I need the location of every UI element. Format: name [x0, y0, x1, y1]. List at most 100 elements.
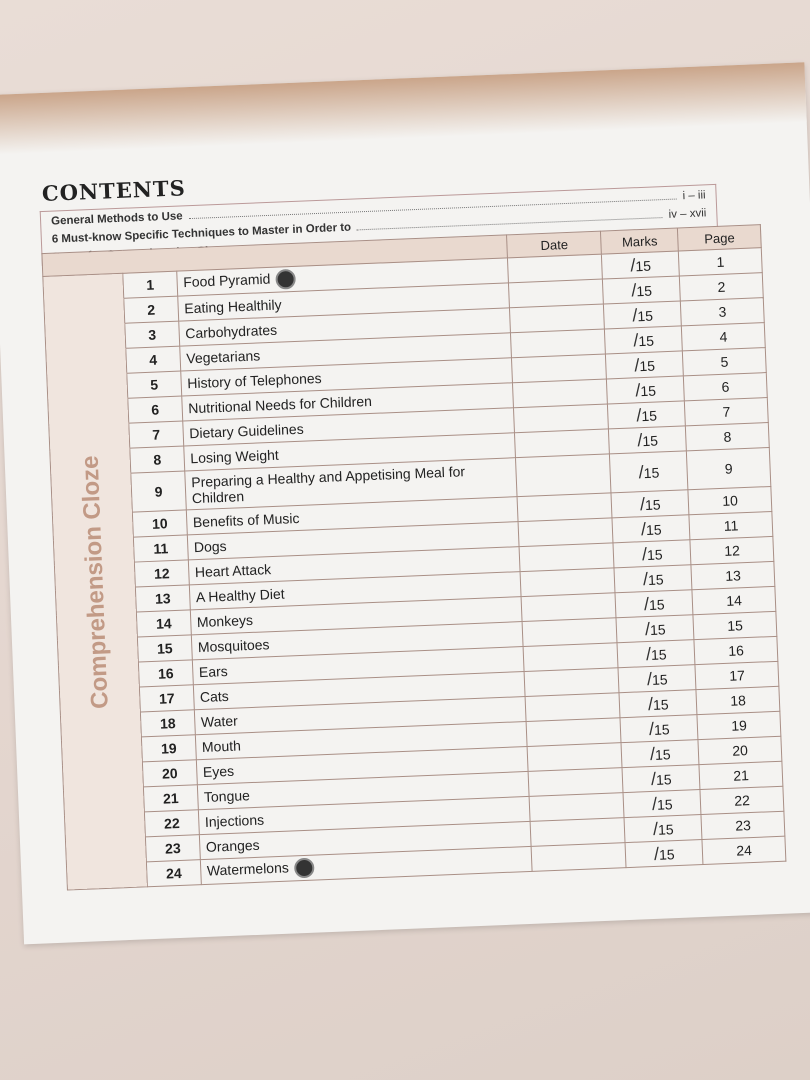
page-number: 24 [702, 836, 786, 865]
marks-cell[interactable]: /15 [623, 789, 702, 818]
audio-badge-icon [274, 268, 296, 290]
page-number: 16 [694, 636, 778, 665]
row-number: 24 [146, 859, 201, 887]
row-number: 4 [126, 346, 181, 374]
page-number: 14 [692, 586, 776, 615]
row-number: 20 [142, 759, 197, 787]
page-number: 18 [696, 686, 780, 715]
date-cell[interactable] [518, 517, 614, 547]
page-number: 11 [689, 511, 773, 540]
row-number: 13 [135, 584, 190, 613]
row-number: 12 [134, 559, 189, 588]
row-number: 1 [123, 271, 178, 299]
page-number: 17 [695, 661, 779, 690]
date-cell[interactable] [508, 279, 604, 308]
marks-cell[interactable]: /15 [618, 664, 697, 693]
marks-cell[interactable]: /15 [616, 614, 695, 643]
row-number: 7 [129, 421, 184, 449]
row-number: 6 [128, 396, 183, 424]
date-cell[interactable] [509, 304, 605, 333]
date-cell[interactable] [507, 254, 603, 283]
date-cell[interactable] [531, 842, 627, 872]
date-cell[interactable] [525, 692, 621, 722]
date-cell[interactable] [514, 428, 610, 458]
marks-cell[interactable]: /15 [613, 539, 692, 568]
page-number: 19 [697, 711, 781, 740]
marks-cell[interactable]: /15 [620, 714, 699, 743]
date-cell[interactable] [522, 617, 618, 647]
page-title: CONTENTS [41, 175, 187, 206]
header-band [0, 62, 807, 155]
marks-cell[interactable]: /15 [611, 489, 690, 518]
page-number: 3 [680, 297, 765, 326]
marks-cell[interactable]: /15 [601, 250, 680, 280]
row-number: 21 [143, 784, 198, 812]
page-header: Page [677, 224, 762, 251]
row-number: 10 [132, 509, 187, 538]
marks-header: Marks [600, 228, 679, 255]
date-cell[interactable] [517, 492, 613, 522]
row-number: 3 [125, 321, 180, 349]
date-cell[interactable] [527, 742, 623, 772]
marks-cell[interactable]: /15 [612, 514, 691, 543]
marks-cell[interactable]: /15 [615, 589, 694, 618]
date-cell[interactable] [528, 767, 624, 797]
marks-cell[interactable]: /15 [624, 814, 703, 843]
page-number: 21 [699, 761, 783, 790]
date-cell[interactable] [512, 378, 608, 408]
page-number: 4 [681, 322, 766, 351]
row-number: 16 [138, 659, 193, 687]
row-number: 19 [141, 734, 196, 762]
row-number: 8 [130, 446, 185, 474]
marks-cell[interactable]: /15 [605, 350, 684, 379]
marks-cell[interactable]: /15 [603, 300, 682, 330]
marks-cell[interactable]: /15 [614, 564, 693, 593]
date-cell[interactable] [521, 592, 617, 622]
date-cell[interactable] [519, 542, 615, 572]
row-number: 11 [133, 534, 188, 563]
marks-cell[interactable]: /15 [608, 425, 687, 454]
row-number: 9 [131, 471, 186, 513]
marks-cell[interactable]: /15 [604, 325, 683, 354]
row-number: 15 [137, 634, 192, 662]
page-number: 2 [679, 272, 764, 301]
marks-cell[interactable]: /15 [622, 764, 701, 793]
row-number: 14 [136, 609, 191, 638]
page-number: 7 [684, 397, 769, 426]
page-number: 10 [688, 486, 772, 515]
marks-cell[interactable]: /15 [602, 275, 681, 305]
marks-cell[interactable]: /15 [625, 839, 704, 868]
date-cell[interactable] [513, 403, 609, 433]
date-cell[interactable] [524, 667, 620, 697]
page-number: 15 [693, 611, 777, 640]
row-number: 2 [124, 296, 179, 324]
contents-page: CONTENTS General Methods to Use i – iii 6… [0, 62, 810, 945]
marks-cell[interactable]: /15 [607, 400, 686, 429]
date-cell[interactable] [523, 642, 619, 672]
date-cell[interactable] [526, 717, 622, 747]
marks-cell[interactable]: /15 [619, 689, 698, 718]
page-number: 22 [700, 786, 784, 815]
page-number: 20 [698, 736, 782, 765]
row-number: 5 [127, 371, 182, 399]
date-cell[interactable] [515, 453, 612, 497]
row-number: 23 [145, 834, 200, 862]
marks-cell[interactable]: /15 [606, 375, 685, 404]
row-number: 22 [144, 809, 199, 837]
contents-table: Date Marks Page Comprehension Cloze 1 Food… [41, 224, 786, 891]
marks-cell[interactable]: /15 [617, 639, 696, 668]
date-cell[interactable] [530, 817, 626, 847]
row-number: 17 [139, 684, 194, 712]
page-number: 9 [686, 447, 771, 490]
date-cell[interactable] [520, 567, 616, 597]
marks-cell[interactable]: /15 [621, 739, 700, 768]
date-cell[interactable] [529, 792, 625, 822]
page-number: 23 [701, 811, 785, 840]
date-cell[interactable] [510, 329, 606, 358]
page-number: 1 [678, 247, 763, 276]
page-number: 12 [690, 536, 774, 565]
row-number: 18 [140, 709, 195, 737]
page-number: 8 [685, 422, 770, 451]
marks-cell[interactable]: /15 [609, 450, 689, 493]
date-cell[interactable] [511, 353, 607, 383]
